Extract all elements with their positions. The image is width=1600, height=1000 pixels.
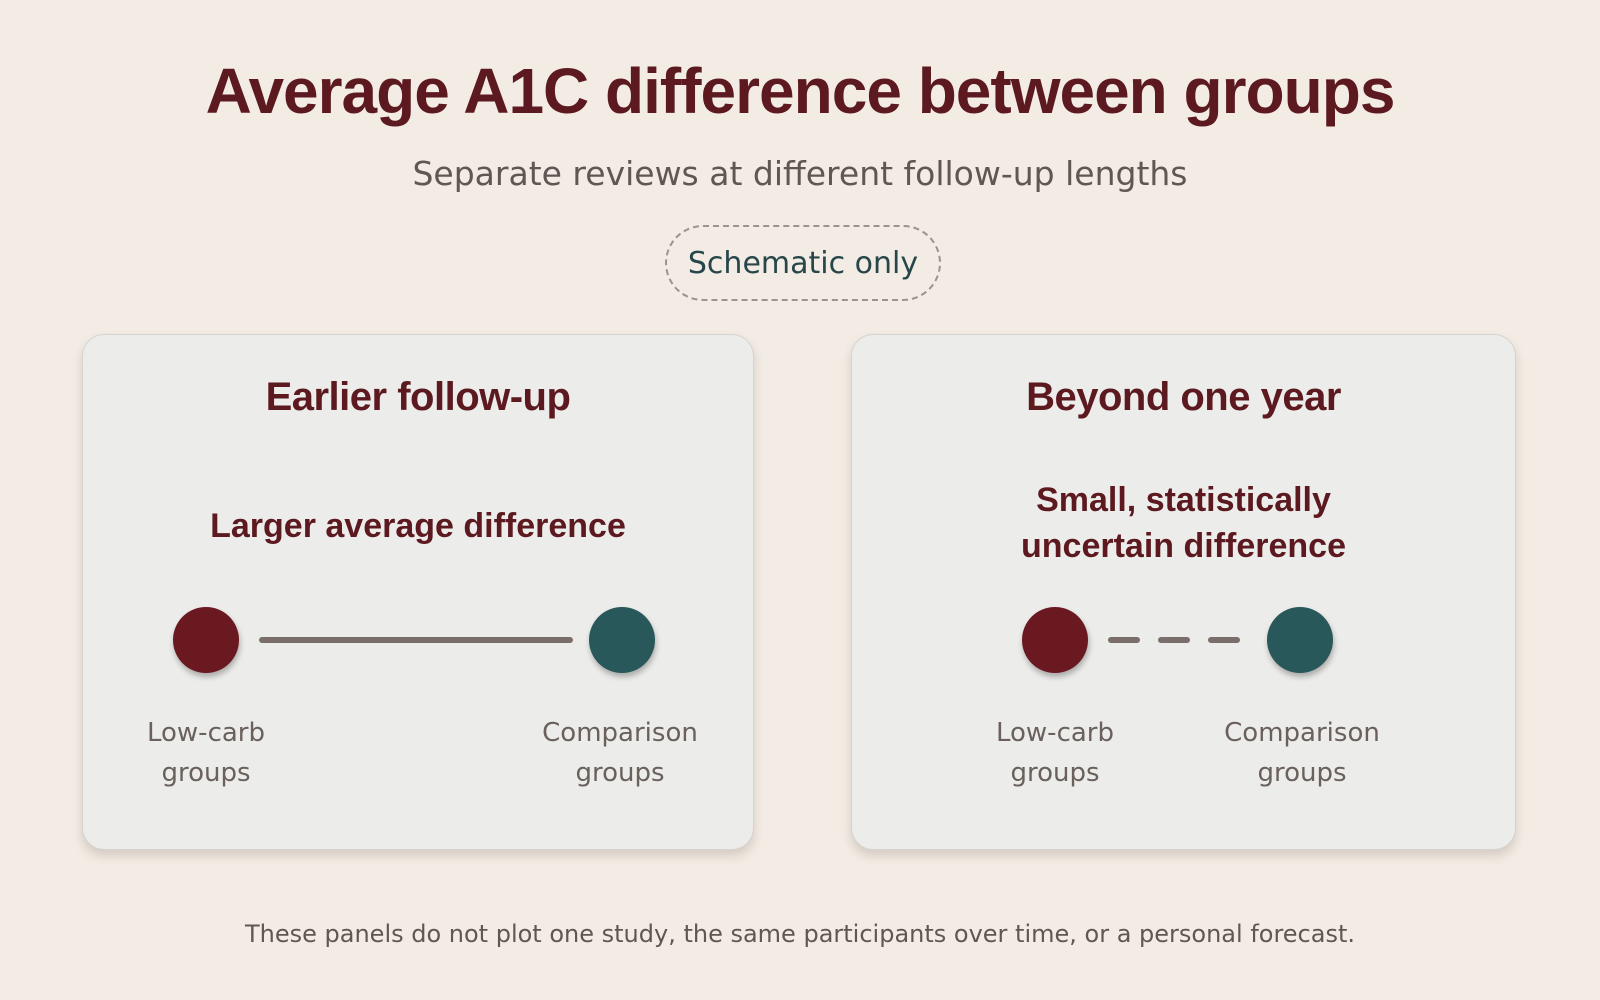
panel-note-line: Larger average difference [210, 507, 626, 545]
low-carb-label: Low-carb groups [106, 713, 306, 793]
label-line: Low-carb [146, 718, 265, 748]
panel-title: Earlier follow-up [265, 375, 571, 419]
panel-title: Beyond one year [1026, 375, 1341, 419]
page-subtitle: Separate reviews at different follow-up … [412, 154, 1188, 193]
panel-earlier-follow-up: Earlier follow-up Larger average differe… [82, 334, 754, 850]
panel-beyond-one-year: Beyond one year Small, statistically unc… [851, 334, 1516, 850]
label-line: Comparison [1224, 718, 1380, 748]
comparison-dot [1267, 607, 1333, 673]
schematic-badge: Schematic only [665, 225, 941, 301]
label-line: groups [1257, 758, 1347, 788]
low-carb-dot [1022, 607, 1088, 673]
label-line: Low-carb [995, 718, 1114, 748]
label-line: groups [575, 758, 665, 788]
low-carb-dot [173, 607, 239, 673]
page-title: Average A1C difference between groups [205, 55, 1396, 127]
footnote: These panels do not plot one study, the … [244, 920, 1355, 948]
comparison-dot [589, 607, 655, 673]
label-line: groups [161, 758, 251, 788]
dashed-connector-segment [1158, 637, 1190, 643]
comparison-label: Comparison groups [520, 713, 720, 793]
label-line: groups [1010, 758, 1100, 788]
comparison-label: Comparison groups [1202, 713, 1402, 793]
panel-note-line: uncertain difference [1021, 527, 1346, 565]
dashed-connector-segment [1208, 637, 1240, 643]
panel-note-line: Small, statistically [1036, 481, 1331, 519]
low-carb-label: Low-carb groups [955, 713, 1155, 793]
panel-note: Larger average difference [83, 503, 753, 549]
panel-note: Small, statistically uncertain differenc… [852, 477, 1515, 569]
solid-connector-line [259, 637, 573, 643]
label-line: Comparison [542, 718, 698, 748]
dashed-connector-segment [1108, 637, 1140, 643]
